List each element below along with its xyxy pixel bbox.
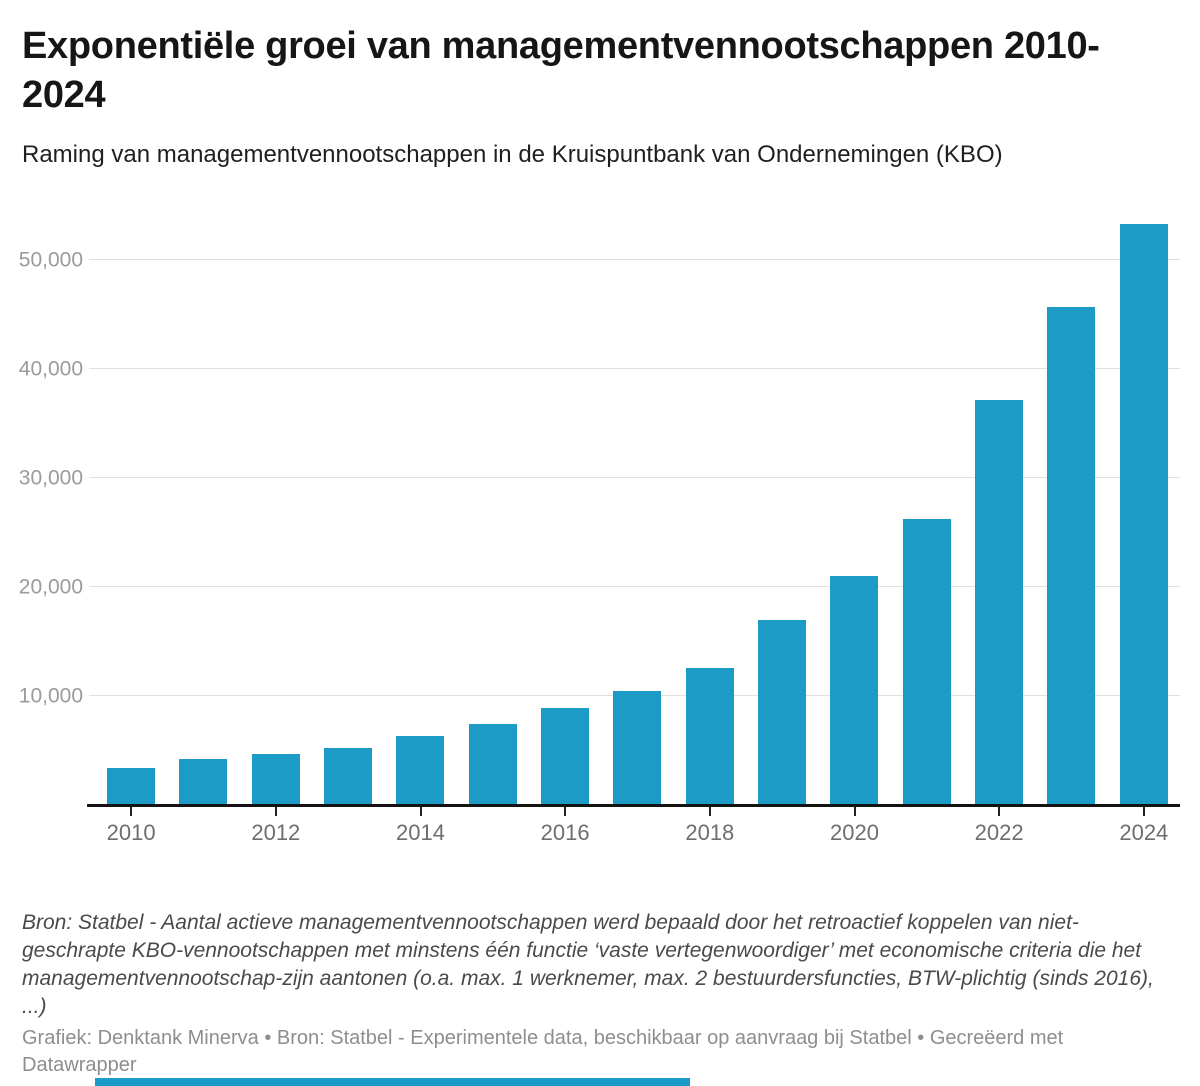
gridline-50000 — [89, 258, 1180, 260]
chart-subtitle: Raming van managementvennootschappen in … — [22, 141, 1003, 169]
y-axis-tick-label: 30,000 — [18, 466, 83, 490]
gridline-20000 — [89, 585, 1180, 587]
bar-2024 — [1119, 223, 1168, 805]
x-axis-tick-label: 2014 — [396, 819, 445, 845]
bar-cell — [312, 210, 384, 805]
page-title: Exponentiële groei van managementvennoot… — [22, 25, 1100, 116]
x-axis-tick-label: 2024 — [1119, 819, 1169, 845]
bar-cell — [674, 210, 746, 805]
bar-2016 — [541, 707, 590, 805]
x-axis-tick-label: 2012 — [251, 819, 301, 845]
bar-cell — [384, 210, 456, 805]
bar-2012 — [251, 753, 300, 805]
x-axis-tick — [1142, 806, 1145, 816]
source-footnote: Bron: Statbel - Aantal actieve managemen… — [22, 910, 1154, 1018]
bar-cell — [95, 210, 167, 805]
gridline-40000 — [89, 367, 1180, 369]
x-axis-tick-label: 2018 — [685, 819, 735, 845]
bar-cell — [240, 210, 312, 805]
bar-cell — [963, 210, 1035, 805]
bar-2022 — [975, 400, 1024, 805]
bar-cell — [1035, 210, 1107, 805]
y-axis-tick-label: 40,000 — [18, 357, 83, 381]
bar-chart: 10,000 20,000 30,000 40,000 50,000 2010 2012 2… — [0, 210, 1200, 861]
chart-header: Exponentiële groei van managementvennoot… — [0, 0, 1200, 170]
bar-cell — [818, 210, 890, 805]
x-axis-tick — [564, 806, 567, 816]
bar-cell — [167, 210, 239, 805]
bar-2018 — [685, 668, 734, 805]
bar-2023 — [1047, 306, 1096, 805]
x-axis: 2010 2012 2014 2016 2018 2020 2022 2024 — [95, 805, 1180, 861]
bar-2021 — [902, 519, 951, 805]
x-axis-tick-label: 2010 — [106, 819, 156, 845]
x-axis-tick — [419, 806, 422, 816]
bar-2011 — [179, 758, 228, 805]
y-axis-tick-label: 10,000 — [18, 684, 83, 708]
bar-cell — [457, 210, 529, 805]
x-axis-tick — [130, 806, 133, 816]
bar-cell — [1108, 210, 1180, 805]
bar-cell — [601, 210, 673, 805]
x-axis-line — [87, 803, 1180, 807]
bottom-accent-bar — [95, 1078, 690, 1086]
bar-cell — [746, 210, 818, 805]
plot-area: 10,000 20,000 30,000 40,000 50,000 — [19, 210, 1180, 807]
bar-2020 — [830, 575, 879, 805]
bar-cell — [529, 210, 601, 805]
bar-2010 — [107, 767, 156, 805]
x-axis-tick-label: 2016 — [540, 819, 590, 845]
bar-2017 — [613, 691, 662, 805]
bar-2015 — [468, 723, 517, 805]
credit-line: Grafiek: Denktank Minerva • Bron: Statbe… — [22, 1027, 1064, 1077]
bars — [95, 210, 1180, 805]
x-axis-tick — [853, 806, 856, 816]
x-axis-tick — [998, 806, 1001, 816]
x-axis-tick-label: 2022 — [974, 819, 1024, 845]
y-axis-tick-label: 50,000 — [18, 248, 83, 272]
gridline-30000 — [89, 476, 1180, 478]
y-axis-tick-label: 20,000 — [18, 575, 83, 599]
x-axis-tick-label: 2020 — [830, 819, 879, 845]
x-axis-tick — [274, 806, 277, 816]
bar-2013 — [324, 747, 373, 805]
bar-2019 — [758, 620, 807, 805]
bar-cell — [891, 210, 963, 805]
bar-2014 — [396, 735, 445, 805]
x-axis-tick — [708, 806, 711, 816]
